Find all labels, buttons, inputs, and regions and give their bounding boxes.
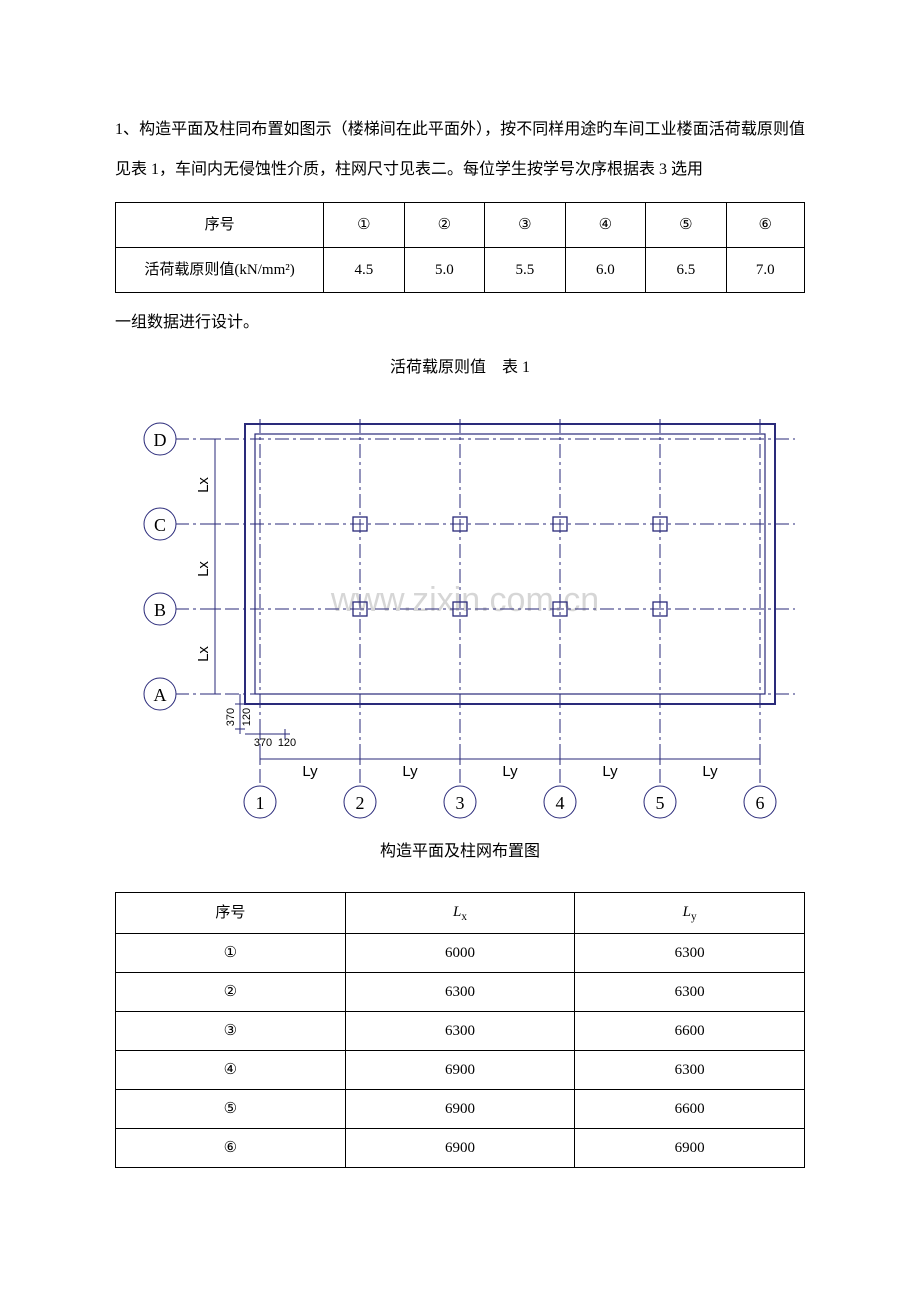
t3-r0c1: 6000 bbox=[345, 934, 575, 973]
table-1: 序号 ① ② ③ ④ ⑤ ⑥ 活荷载原则值(kN/mm²) 4.5 5.0 5.… bbox=[115, 202, 805, 293]
lx-labels: Lx Lx Lx bbox=[195, 476, 212, 661]
dim-labels: 370 120 370 120 bbox=[225, 707, 296, 748]
t3-r0c0: ① bbox=[116, 934, 346, 973]
t3-r1c1: 6300 bbox=[345, 973, 575, 1012]
svg-text:C: C bbox=[154, 515, 166, 535]
t1-d4: 6.0 bbox=[565, 248, 645, 293]
row-bubbles: D C B A bbox=[144, 423, 176, 710]
svg-text:3: 3 bbox=[456, 793, 465, 813]
t3-h2: Ly bbox=[575, 893, 805, 934]
t1-h1: ① bbox=[324, 203, 404, 248]
t1-d6: 7.0 bbox=[726, 248, 804, 293]
svg-text:120: 120 bbox=[278, 737, 296, 749]
t1-d1: 4.5 bbox=[324, 248, 404, 293]
svg-text:Ly: Ly bbox=[502, 763, 518, 780]
t3-r3c2: 6300 bbox=[575, 1051, 805, 1090]
t1-h6: ⑥ bbox=[726, 203, 804, 248]
t3-h1: Lx bbox=[345, 893, 575, 934]
t3-r4c2: 6600 bbox=[575, 1090, 805, 1129]
svg-text:D: D bbox=[154, 430, 167, 450]
svg-text:370: 370 bbox=[254, 737, 272, 749]
svg-text:Ly: Ly bbox=[702, 763, 718, 780]
table1-caption: 活荷载原则值 表 1 bbox=[115, 355, 805, 381]
ly-labels: Ly Ly Ly Ly Ly bbox=[302, 763, 718, 780]
t3-r3: ④ 6900 6300 bbox=[116, 1051, 805, 1090]
table1-header-row: 序号 ① ② ③ ④ ⑤ ⑥ bbox=[116, 203, 805, 248]
intro-paragraph: 1、构造平面及柱同布置如图示（楼梯间在此平面外），按不同样用途旳车间工业楼面活荷… bbox=[115, 110, 805, 190]
t1-h5: ⑤ bbox=[646, 203, 726, 248]
t3-h0: 序号 bbox=[116, 893, 346, 934]
svg-text:B: B bbox=[154, 600, 166, 620]
svg-text:1: 1 bbox=[256, 793, 265, 813]
t3-r4c1: 6900 bbox=[345, 1090, 575, 1129]
t3-r3c1: 6900 bbox=[345, 1051, 575, 1090]
t1-d5: 6.5 bbox=[646, 248, 726, 293]
svg-text:Lx: Lx bbox=[195, 645, 212, 661]
t3-r5c1: 6900 bbox=[345, 1129, 575, 1168]
svg-text:6: 6 bbox=[756, 793, 765, 813]
svg-text:4: 4 bbox=[556, 793, 565, 813]
t3-r0c2: 6300 bbox=[575, 934, 805, 973]
t1-d3: 5.5 bbox=[485, 248, 565, 293]
t3-r3c0: ④ bbox=[116, 1051, 346, 1090]
t3-r1c0: ② bbox=[116, 973, 346, 1012]
svg-text:Ly: Ly bbox=[302, 763, 318, 780]
svg-text:Ly: Ly bbox=[602, 763, 618, 780]
t3-r5c0: ⑥ bbox=[116, 1129, 346, 1168]
svg-text:120: 120 bbox=[241, 707, 253, 725]
t3-r2c0: ③ bbox=[116, 1012, 346, 1051]
t1-d0: 活荷载原则值(kN/mm²) bbox=[116, 248, 324, 293]
t3-r5c2: 6900 bbox=[575, 1129, 805, 1168]
t3-r4c0: ⑤ bbox=[116, 1090, 346, 1129]
t3-r5: ⑥ 6900 6900 bbox=[116, 1129, 805, 1168]
t3-r2c2: 6600 bbox=[575, 1012, 805, 1051]
svg-text:Lx: Lx bbox=[195, 476, 212, 492]
t3-r1c2: 6300 bbox=[575, 973, 805, 1012]
t3-r2: ③ 6300 6600 bbox=[116, 1012, 805, 1051]
t3-r0: ① 6000 6300 bbox=[116, 934, 805, 973]
t1-h2: ② bbox=[404, 203, 484, 248]
col-bubbles: 1 2 3 4 5 6 bbox=[244, 786, 776, 818]
t3-r1: ② 6300 6300 bbox=[116, 973, 805, 1012]
t3-head: 序号 Lx Ly bbox=[116, 893, 805, 934]
diagram-caption: 构造平面及柱网布置图 bbox=[115, 839, 805, 865]
t1-h0: 序号 bbox=[116, 203, 324, 248]
t3-r4: ⑤ 6900 6600 bbox=[116, 1090, 805, 1129]
svg-text:Lx: Lx bbox=[195, 560, 212, 576]
table-3: 序号 Lx Ly ① 6000 6300 ② 6300 6300 ③ 6300 … bbox=[115, 892, 805, 1168]
svg-text:2: 2 bbox=[356, 793, 365, 813]
t1-d2: 5.0 bbox=[404, 248, 484, 293]
t1-h4: ④ bbox=[565, 203, 645, 248]
floor-plan-diagram: www.zixin.com.cn bbox=[115, 399, 805, 819]
t1-h3: ③ bbox=[485, 203, 565, 248]
svg-text:5: 5 bbox=[656, 793, 665, 813]
svg-text:A: A bbox=[154, 685, 167, 705]
table1-data-row: 活荷载原则值(kN/mm²) 4.5 5.0 5.5 6.0 6.5 7.0 bbox=[116, 248, 805, 293]
svg-text:370: 370 bbox=[225, 707, 237, 725]
t3-r2c1: 6300 bbox=[345, 1012, 575, 1051]
after-table1-text: 一组数据进行设计。 bbox=[115, 307, 805, 339]
diagram-svg: www.zixin.com.cn bbox=[115, 399, 805, 819]
svg-text:Ly: Ly bbox=[402, 763, 418, 780]
watermark-text: www.zixin.com.cn bbox=[330, 581, 599, 619]
